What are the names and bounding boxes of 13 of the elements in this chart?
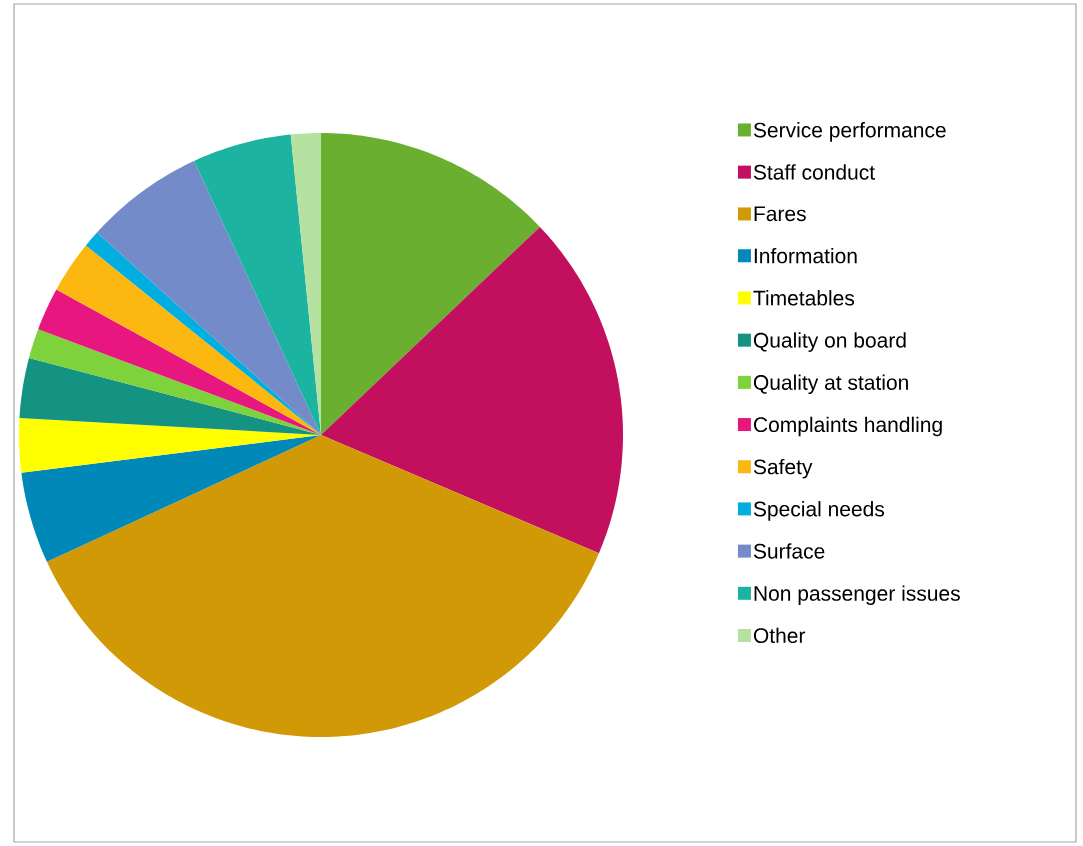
legend-label: Non passenger issues	[754, 585, 960, 606]
legend-label: Surface	[753, 543, 825, 559]
legend-label: Information	[754, 247, 857, 264]
legend-label: Complaints handling	[753, 416, 942, 437]
legend-label: Staff conduct	[753, 164, 875, 180]
legend-label: Service performance	[753, 122, 946, 142]
legend-label: Safety	[753, 458, 813, 479]
legend-label: Timetables	[753, 290, 855, 306]
legend-label: Fares	[754, 206, 806, 222]
legend-label: Quality on board	[753, 332, 906, 352]
legend-label: Quality at station	[753, 374, 908, 395]
legend-label: Other	[753, 627, 806, 644]
legend-label: Special needs	[753, 501, 885, 521]
